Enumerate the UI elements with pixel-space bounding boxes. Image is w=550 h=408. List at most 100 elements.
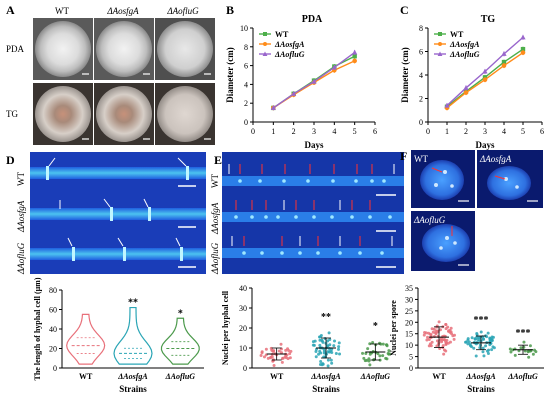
- data-point: [523, 349, 527, 353]
- y-tick-label: 30: [405, 295, 413, 304]
- data-point: [442, 338, 446, 342]
- data-point: [387, 349, 391, 353]
- legend-marker: [438, 42, 442, 46]
- data-point: [311, 78, 317, 84]
- violin-shape: [66, 313, 106, 365]
- data-point: [311, 343, 315, 347]
- data-point: [501, 51, 507, 56]
- data-point: [437, 320, 441, 324]
- data-point: [326, 358, 330, 362]
- category-label: WT: [270, 372, 284, 381]
- legend-marker: [438, 32, 442, 36]
- panel-b-letter: B: [226, 3, 234, 17]
- y-tick-label: 2: [419, 95, 423, 104]
- data-point: [432, 327, 436, 331]
- y-tick-label: 0: [409, 364, 413, 373]
- data-point: [434, 332, 438, 336]
- data-point: [531, 352, 535, 356]
- data-point: [260, 350, 264, 354]
- data-point: [534, 350, 538, 354]
- data-point: [463, 85, 469, 90]
- data-point: [478, 346, 482, 350]
- data-point: [318, 363, 322, 367]
- x-tick-label: 3: [312, 127, 316, 136]
- data-point: [513, 353, 517, 357]
- y-tick-label: 0: [53, 364, 57, 373]
- y-tick-label: 4: [244, 80, 248, 89]
- y-tick-label: 20: [49, 345, 57, 354]
- data-point: [470, 345, 474, 349]
- data-point: [464, 340, 468, 344]
- y-tick-label: 20: [239, 324, 247, 333]
- data-point: [385, 344, 389, 348]
- x-tick-label: 2: [464, 127, 468, 136]
- data-point: [452, 337, 456, 341]
- data-point: [328, 349, 332, 353]
- data-point: [330, 361, 334, 365]
- panel-d-images: D WT ΔAosfgA: [6, 152, 206, 275]
- data-point: [474, 354, 478, 358]
- data-point: [441, 344, 445, 348]
- hypha-image-osfga: [30, 208, 206, 220]
- legend-label: ΔAofluG: [274, 50, 305, 59]
- data-point: [365, 358, 369, 362]
- y-axis-label: Nuclei per spore: [389, 300, 398, 356]
- x-tick-label: 5: [521, 127, 525, 136]
- data-point: [487, 348, 491, 352]
- x-tick-label: 4: [502, 127, 506, 136]
- category-label: ΔAosfgA: [117, 372, 148, 381]
- chart-b-title: PDA: [302, 14, 323, 25]
- data-point: [326, 364, 330, 368]
- chart-d: 0 20 40 60 80 WT ΔAosfgA ΔAofluG Strains The leng…: [33, 277, 204, 394]
- data-point: [444, 342, 448, 346]
- significance-label: **: [321, 312, 331, 323]
- data-point: [519, 346, 523, 350]
- panel-f-images: F WT ΔAosfgA ΔAofluG: [400, 149, 543, 271]
- data-point: [318, 338, 322, 342]
- data-point: [272, 364, 276, 368]
- x-tick-label: 2: [292, 127, 296, 136]
- x-axis-label: Days: [475, 140, 494, 150]
- hypha-row-label-ofLug: ΔAofluG: [16, 242, 26, 275]
- significance-label: *: [178, 308, 183, 319]
- data-point: [281, 356, 285, 360]
- data-point: [442, 348, 446, 352]
- data-point: [337, 347, 341, 351]
- data-point: [378, 354, 382, 358]
- data-point: [522, 340, 526, 344]
- y-tick-label: 0: [419, 118, 423, 127]
- data-point: [328, 337, 332, 341]
- y-tick-label: 0: [243, 364, 247, 373]
- data-point: [327, 331, 331, 335]
- legend-marker: [263, 32, 267, 36]
- violin-shape: [113, 306, 153, 365]
- data-point: [329, 358, 333, 362]
- legend-label: WT: [450, 30, 464, 39]
- y-tick-label: 10: [405, 341, 413, 350]
- data-point: [422, 333, 426, 337]
- panel-a: A WT ΔAosfgA ΔAofluG PDA TG: [6, 3, 215, 145]
- data-point: [289, 349, 293, 353]
- y-tick-label: 10: [240, 24, 248, 33]
- y-tick-label: 5: [409, 353, 413, 362]
- plate-column-label-wt: WT: [55, 6, 69, 16]
- y-axis-label: Diameter (cm): [225, 47, 235, 103]
- data-point: [482, 354, 486, 358]
- y-tick-label: 40: [49, 325, 57, 334]
- data-point: [436, 329, 440, 333]
- legend-marker: [437, 51, 443, 56]
- y-tick-label: 8: [419, 24, 423, 33]
- data-point: [319, 359, 323, 363]
- data-point: [266, 356, 270, 360]
- data-point: [334, 351, 338, 355]
- data-point: [270, 105, 276, 110]
- panel-e-images: E WT ΔAosfgA ΔAofluG: [210, 152, 404, 275]
- data-point: [482, 68, 488, 74]
- x-tick-label: 6: [373, 127, 377, 136]
- data-point: [520, 50, 526, 55]
- data-point: [279, 342, 283, 346]
- x-axis-label: Strains: [467, 384, 495, 394]
- data-point: [324, 352, 328, 356]
- data-point: [352, 58, 357, 64]
- data-point: [319, 351, 323, 355]
